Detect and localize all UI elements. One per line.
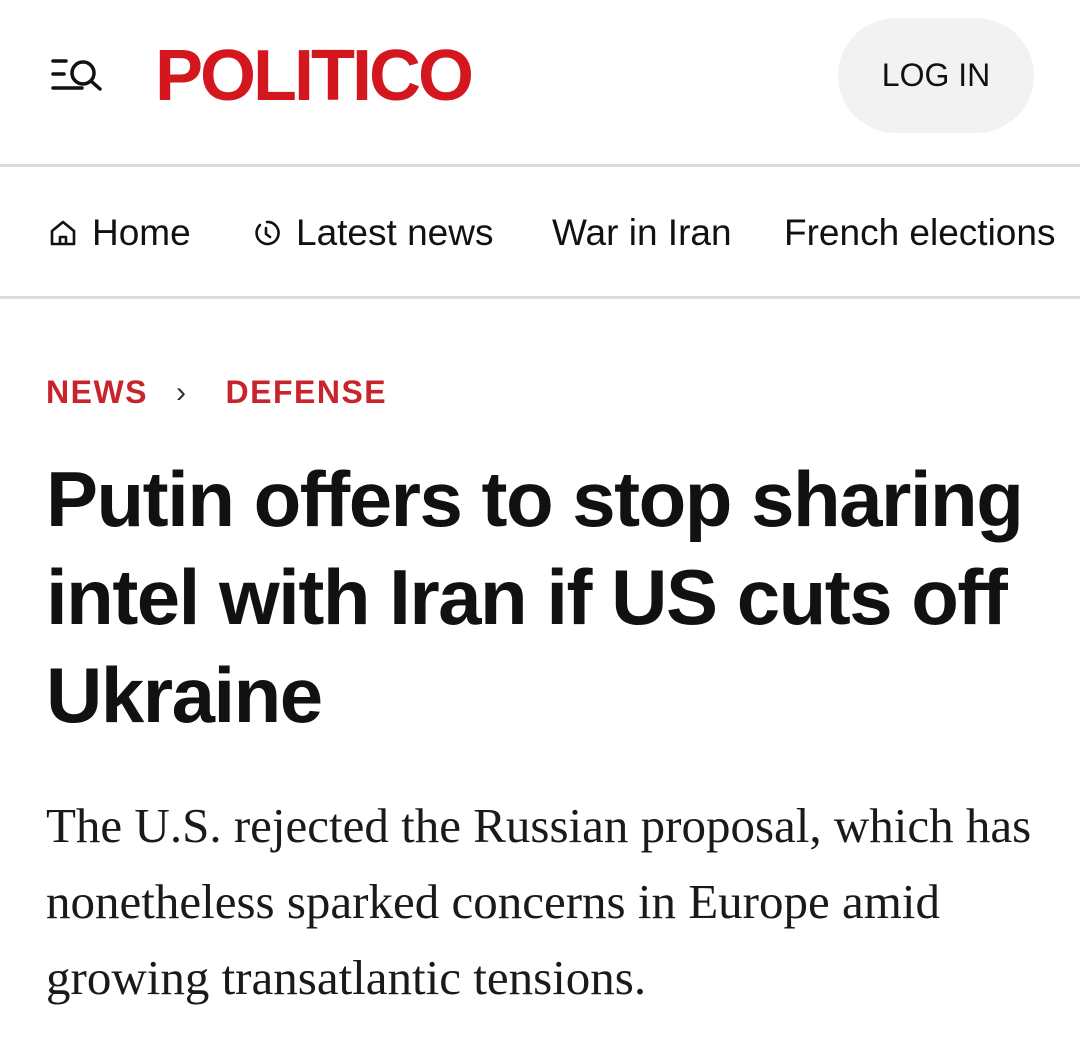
divider [0,164,1080,167]
politico-logo[interactable]: POLITICO [155,36,474,116]
divider [0,296,1080,299]
nav-label: Latest news [296,211,494,253]
breadcrumb-news[interactable]: NEWS [46,374,148,410]
home-icon [50,220,76,245]
breadcrumb: NEWS › DEFENSE [46,374,387,411]
log-in-button[interactable]: LOG IN [838,18,1034,133]
article-headline: Putin offers to stop sharing intel with … [46,455,1024,739]
menu-search-icon[interactable] [50,56,106,96]
nav-item-home[interactable]: Home [48,168,191,297]
section-nav: Home Latest news War in Iran French elec… [0,168,1080,297]
article-deck: The U.S. rejected the Russian proposal, … [46,798,1032,1005]
nav-item-french-elections[interactable]: French elections [784,168,1055,297]
breadcrumb-defense[interactable]: DEFENSE [225,374,388,410]
chevron-right-icon: › [176,375,188,409]
clock-icon [255,220,280,245]
nav-label: War in Iran [552,211,732,253]
site-header: POLITICO LOG IN [0,0,1080,165]
nav-label: French elections [784,211,1056,253]
nav-label: Home [92,211,191,253]
nav-item-war-in-iran[interactable]: War in Iran [552,168,732,297]
nav-item-latest-news[interactable]: Latest news [252,168,493,297]
